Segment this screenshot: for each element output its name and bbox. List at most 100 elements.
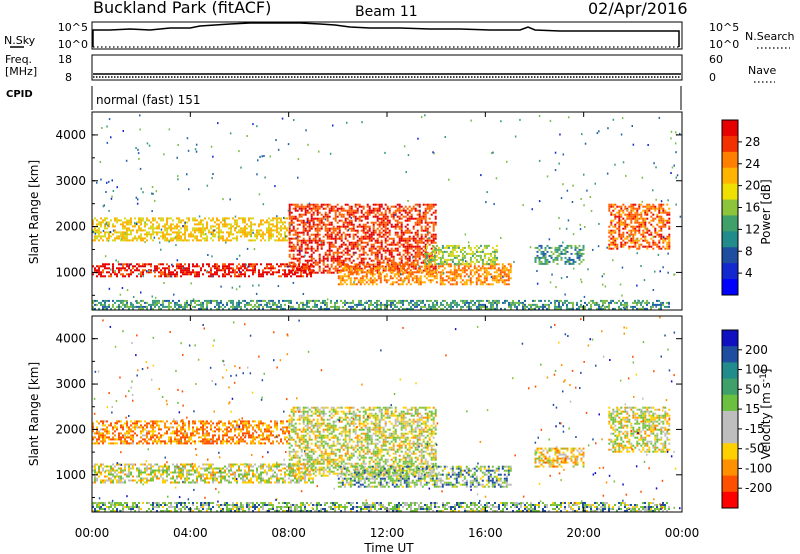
echo-cell — [441, 262, 444, 265]
echo-cell — [424, 233, 427, 236]
echo-cell — [437, 250, 440, 253]
echo-cell — [485, 260, 488, 263]
echo-cell — [322, 257, 325, 260]
echo-cell — [368, 299, 370, 302]
echo-cell — [640, 225, 643, 228]
echo-cell — [269, 303, 271, 305]
echo-cell — [419, 269, 422, 272]
echo-cell — [338, 265, 341, 268]
echo-cell — [136, 239, 138, 242]
echo-cell — [642, 229, 645, 232]
echo-cell — [102, 303, 104, 306]
echo-cell — [363, 265, 366, 268]
echo-cell — [356, 239, 359, 242]
echo-cell — [184, 307, 186, 310]
echo-cell — [386, 219, 389, 222]
echo-cell — [455, 256, 458, 259]
echo-cell — [625, 174, 627, 177]
echo-cell — [300, 273, 302, 276]
echo-cell — [400, 231, 403, 234]
echo-cell — [576, 250, 579, 253]
echo-cell — [282, 273, 284, 276]
echo-cell — [128, 273, 130, 276]
echo-cell — [154, 301, 156, 304]
echo-cell — [379, 273, 382, 276]
echo-cell — [376, 233, 379, 236]
echo-cell — [404, 211, 407, 214]
echo-cell — [640, 307, 642, 310]
echo-cell — [184, 239, 186, 242]
echo-cell — [108, 263, 110, 266]
echo-cell — [306, 219, 309, 222]
echo-cell — [642, 245, 645, 248]
echo-cell — [92, 299, 94, 302]
echo-cell — [660, 235, 663, 238]
echo-cell — [270, 265, 272, 268]
echo-cell — [218, 301, 220, 304]
echo-cell — [205, 232, 207, 235]
echo-cell — [373, 263, 376, 266]
echo-cell — [361, 263, 364, 266]
echo-cell — [156, 267, 158, 270]
echo-cell — [277, 148, 280, 151]
echo-cell — [280, 303, 282, 306]
echo-cell — [562, 248, 565, 251]
echo-cell — [348, 207, 351, 210]
echo-cell — [542, 256, 545, 259]
echo-cell — [488, 307, 490, 310]
echo-cell — [296, 269, 298, 272]
echo-cell — [318, 229, 321, 232]
echo-cell — [130, 233, 132, 236]
echo-cell — [401, 271, 404, 274]
echo-cell — [190, 271, 192, 274]
echo-cell — [618, 205, 621, 208]
echo-cell — [326, 235, 329, 238]
echo-cell — [382, 235, 385, 238]
echo-cell — [248, 269, 250, 272]
echo-cell — [414, 217, 417, 220]
echo-cell — [308, 237, 311, 240]
echo-cell — [170, 271, 172, 274]
echo-cell — [278, 231, 280, 234]
echo-cell — [264, 221, 266, 224]
echo-cell — [413, 275, 416, 278]
echo-cell — [637, 299, 639, 302]
echo-cell — [668, 239, 671, 242]
echo-cell — [469, 269, 472, 272]
echo-cell — [208, 263, 210, 266]
echo-cell — [258, 193, 261, 196]
echo-cell — [398, 203, 401, 206]
echo-cell — [424, 243, 427, 246]
echo-cell — [196, 239, 198, 242]
echo-cell — [264, 267, 266, 270]
echo-cell — [560, 299, 562, 302]
echo-cell — [404, 257, 407, 260]
echo-cell — [155, 190, 158, 193]
echo-cell — [290, 249, 293, 252]
echo-cell — [344, 219, 347, 222]
echo-cell — [405, 283, 408, 286]
echo-cell — [662, 245, 665, 248]
echo-cell — [406, 223, 409, 226]
echo-cell — [548, 254, 551, 257]
echo-cell — [566, 260, 569, 263]
echo-cell — [170, 237, 172, 240]
echo-cell — [636, 219, 639, 222]
echo-cell — [332, 209, 335, 212]
echo-cell — [372, 245, 375, 248]
echo-cell — [449, 263, 452, 266]
echo-cell — [360, 261, 363, 264]
echo-cell — [262, 237, 264, 240]
echo-cell — [500, 120, 502, 123]
echo-cell — [658, 229, 661, 232]
echo-cell — [372, 251, 375, 254]
echo-cell — [413, 277, 416, 280]
echo-cell — [180, 239, 182, 242]
echo-cell — [328, 233, 331, 236]
echo-cell — [330, 223, 333, 226]
echo-cell — [346, 225, 349, 228]
echo-cell — [616, 221, 619, 224]
echo-cell — [505, 279, 508, 282]
echo-cell — [280, 229, 282, 232]
echo-cell — [300, 231, 303, 234]
